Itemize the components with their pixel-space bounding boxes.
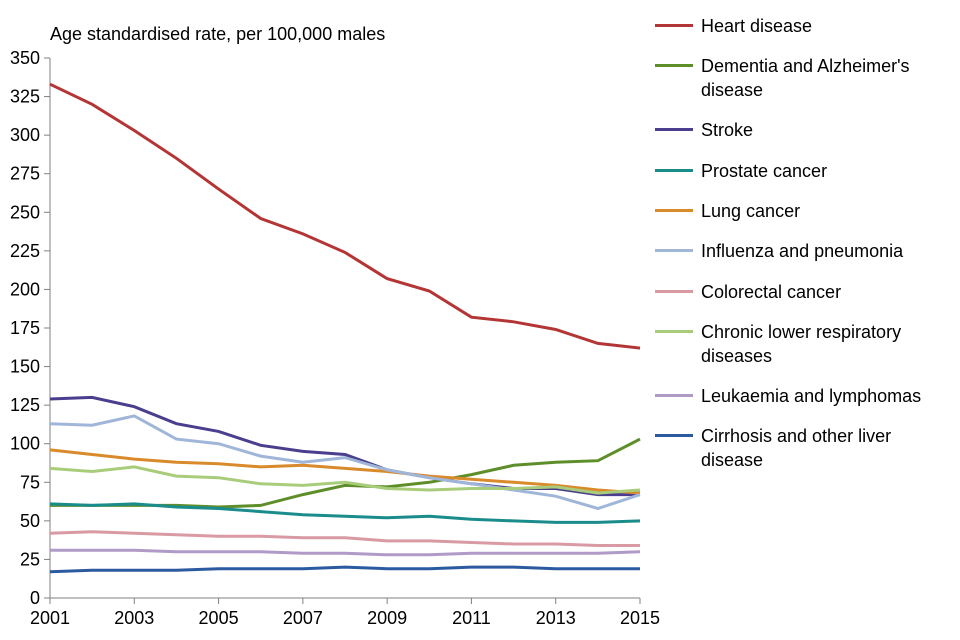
legend-label: Influenza and pneumonia (701, 240, 903, 263)
legend-label: Lung cancer (701, 200, 800, 223)
legend-label: Dementia and Alzheimer's disease (701, 55, 941, 102)
legend-label: Stroke (701, 119, 753, 142)
y-tick-label: 0 (30, 588, 40, 608)
legend-item: Heart disease (655, 15, 955, 38)
series-line (50, 84, 640, 348)
x-tick-label: 2013 (536, 608, 576, 628)
x-tick-label: 2009 (367, 608, 407, 628)
legend-swatch (655, 434, 693, 437)
legend-label: Cirrhosis and other liver disease (701, 425, 941, 472)
series-line (50, 532, 640, 546)
legend-swatch (655, 249, 693, 252)
legend-label: Colorectal cancer (701, 281, 841, 304)
y-tick-label: 300 (10, 125, 40, 145)
y-tick-label: 275 (10, 164, 40, 184)
x-tick-label: 2011 (452, 608, 491, 628)
legend-item: Dementia and Alzheimer's disease (655, 55, 955, 102)
y-tick-label: 100 (10, 434, 40, 454)
legend-swatch (655, 169, 693, 172)
legend-item: Influenza and pneumonia (655, 240, 955, 263)
legend-item: Colorectal cancer (655, 281, 955, 304)
legend-label: Chronic lower respiratory diseases (701, 321, 941, 368)
x-tick-label: 2015 (620, 608, 660, 628)
x-tick-label: 2003 (114, 608, 154, 628)
y-tick-label: 325 (10, 87, 40, 107)
legend-swatch (655, 128, 693, 131)
y-tick-label: 75 (20, 472, 40, 492)
legend-item: Chronic lower respiratory diseases (655, 321, 955, 368)
y-tick-label: 150 (10, 357, 40, 377)
legend-swatch (655, 394, 693, 397)
series-line (50, 567, 640, 572)
legend-swatch (655, 330, 693, 333)
series-line (50, 397, 640, 494)
legend-label: Leukaemia and lymphomas (701, 385, 921, 408)
legend-label: Prostate cancer (701, 160, 827, 183)
legend-swatch (655, 24, 693, 27)
y-tick-label: 25 (20, 549, 40, 569)
legend: Heart disease Dementia and Alzheimer's di… (655, 15, 955, 489)
legend-swatch (655, 64, 693, 67)
y-tick-label: 350 (10, 48, 40, 68)
legend-item: Prostate cancer (655, 160, 955, 183)
y-tick-label: 200 (10, 279, 40, 299)
y-tick-label: 225 (10, 241, 40, 261)
legend-swatch (655, 209, 693, 212)
x-tick-label: 2001 (30, 608, 70, 628)
legend-label: Heart disease (701, 15, 812, 38)
y-tick-label: 250 (10, 202, 40, 222)
legend-swatch (655, 290, 693, 293)
legend-item: Stroke (655, 119, 955, 142)
legend-item: Lung cancer (655, 200, 955, 223)
y-tick-label: 125 (10, 395, 40, 415)
x-tick-label: 2007 (283, 608, 323, 628)
x-tick-label: 2005 (199, 608, 239, 628)
series-line (50, 550, 640, 555)
y-tick-label: 175 (10, 318, 40, 338)
y-tick-label: 50 (20, 511, 40, 531)
legend-item: Leukaemia and lymphomas (655, 385, 955, 408)
legend-item: Cirrhosis and other liver disease (655, 425, 955, 472)
